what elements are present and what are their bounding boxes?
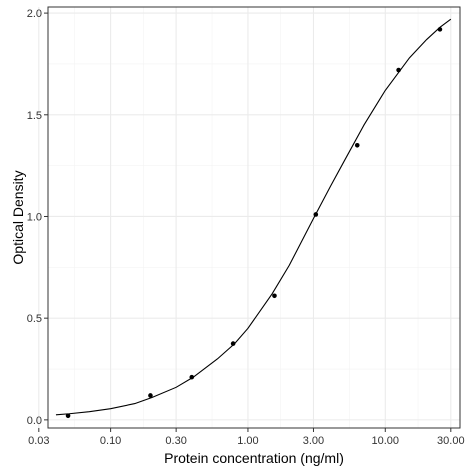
data-point <box>354 142 360 148</box>
x-tick-label: 30.00 <box>437 435 465 447</box>
major-gridlines <box>38 7 460 428</box>
data-point <box>230 341 236 346</box>
fitted-curve <box>55 18 452 416</box>
plot-panel-border <box>47 6 461 429</box>
y-axis: 0.0 0.5 1.0 1.5 2.0 <box>27 8 48 427</box>
x-tick-label: 3.00 <box>303 435 324 447</box>
x-tick-label: 10.00 <box>372 435 400 447</box>
x-axis-title: Protein concentration (ng/ml) <box>164 450 344 466</box>
data-point <box>148 393 153 398</box>
data-points <box>65 27 443 419</box>
data-point <box>437 27 443 32</box>
y-tick-label: 0.5 <box>27 313 42 325</box>
data-point <box>189 374 195 380</box>
x-axis: 0.03 0.10 0.30 1.00 3.00 10.00 30.00 <box>28 428 465 447</box>
data-point <box>65 413 71 419</box>
y-axis-title: Optical Density <box>10 170 26 264</box>
x-tick-label: 0.30 <box>165 435 186 447</box>
y-tick-label: 1.5 <box>27 110 42 122</box>
y-tick-label: 2.0 <box>27 8 42 20</box>
y-tick-label: 0.0 <box>27 415 42 427</box>
data-point <box>313 212 319 217</box>
x-tick-label: 0.10 <box>100 435 121 447</box>
data-point <box>396 67 401 73</box>
x-tick-label: 0.03 <box>28 435 49 447</box>
data-point <box>272 293 277 299</box>
x-tick-label: 1.00 <box>237 435 258 447</box>
y-tick-label: 1.0 <box>27 211 42 223</box>
minor-gridlines <box>48 7 460 428</box>
